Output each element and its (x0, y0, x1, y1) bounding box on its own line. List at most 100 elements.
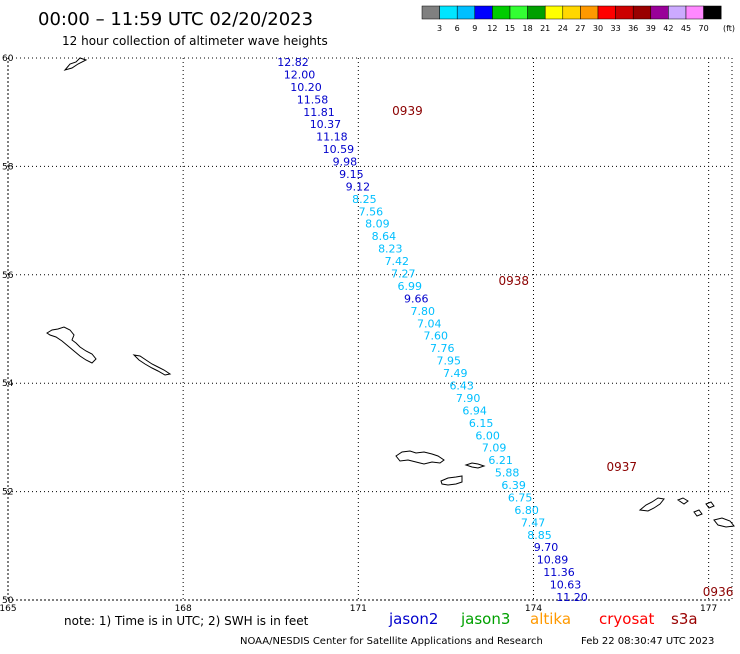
wave-height-value: 10.37 (310, 118, 342, 131)
legend-swatch (509, 5, 528, 20)
lon-tick-label: 171 (350, 604, 367, 614)
legend-label: 3 (437, 24, 442, 33)
legend-label: 15 (505, 24, 515, 33)
rat-islands (638, 497, 735, 528)
wave-height-value: 8.09 (365, 218, 390, 231)
legend-label: 36 (628, 24, 638, 33)
satellite-name: s3a (671, 610, 698, 628)
wave-height-value: 6.94 (462, 404, 487, 417)
wave-height-value: 9.98 (333, 156, 358, 169)
wave-height-value: 7.56 (359, 205, 384, 218)
legend-label: 21 (540, 24, 550, 33)
legend-label: 18 (523, 24, 533, 33)
lat-tick-label: 58 (2, 162, 14, 172)
satellite-legend: jason2 jason3 altika cryosat s3a (388, 610, 698, 628)
wave-height-value: 7.42 (385, 255, 410, 268)
footer-timestamp: Feb 22 08:30:47 UTC 2023 (581, 636, 714, 647)
lat-tick-label: 60 (2, 54, 14, 64)
wave-height-value: 8.64 (372, 230, 397, 243)
wave-height-value: 7.95 (436, 355, 461, 368)
lon-tick-label: 174 (525, 604, 542, 614)
legend-swatch (492, 5, 511, 20)
legend-swatch (456, 5, 476, 20)
legend-swatch (527, 5, 546, 20)
wave-height-value: 11.36 (543, 566, 575, 579)
wave-height-value: 7.09 (482, 442, 507, 455)
wave-height-value: 6.43 (449, 379, 474, 392)
pass-time-label: 0937 (606, 460, 637, 474)
axis-tick-labels: 165 168 171 174 177 50 52 54 56 58 60 (0, 54, 717, 614)
lon-tick-label: 168 (175, 604, 192, 614)
agattu-island (440, 475, 463, 486)
wave-height-value: 9.66 (404, 292, 429, 305)
pass-time-label: 0938 (498, 274, 529, 288)
legend-swatch (474, 5, 493, 20)
altimeter-track: 12.8212.0010.2011.5811.8110.3711.1810.59… (277, 56, 588, 604)
wave-height-value: 7.04 (417, 317, 442, 330)
wave-height-value: 7.60 (423, 330, 448, 343)
wave-height-value: 9.15 (339, 168, 364, 181)
wave-height-value: 12.82 (277, 56, 309, 69)
wave-height-value: 10.59 (323, 143, 355, 156)
attu-island (395, 450, 445, 465)
lon-tick-label: 177 (700, 604, 717, 614)
legend-swatch (668, 5, 687, 20)
legend-label: 42 (663, 24, 673, 33)
satellite-name: cryosat (599, 610, 654, 628)
legend-label: 6 (455, 24, 460, 33)
legend-swatch (650, 5, 669, 20)
legend-swatch (597, 5, 616, 20)
legend-label: 70 (699, 24, 709, 33)
wave-height-value: 7.27 (391, 268, 416, 281)
legend-label: 9 (472, 24, 477, 33)
medny-island (132, 354, 172, 376)
wave-height-value: 6.75 (508, 491, 533, 504)
wave-height-value: 11.58 (297, 93, 329, 106)
kamchatka-coast-fragment (63, 57, 88, 71)
lat-tick-label: 56 (2, 271, 14, 281)
wave-height-value: 5.88 (495, 467, 520, 480)
footer-note: note: 1) Time is in UTC; 2) SWH is in fe… (64, 614, 309, 628)
wave-height-value: 7.49 (443, 367, 468, 380)
lat-tick-label: 52 (2, 488, 13, 498)
legend-label: 39 (646, 24, 656, 33)
wave-height-value: 10.89 (537, 554, 569, 567)
wave-height-value: 7.80 (411, 305, 436, 318)
footer-credit: NOAA/NESDIS Center for Satellite Applica… (240, 636, 543, 647)
legend-label: 45 (681, 24, 691, 33)
color-legend: 3 6 9 12 15 18 21 24 27 30 33 36 39 42 45 70 (ft) (421, 5, 735, 33)
map-title: 00:00 – 11:59 UTC 02/20/2023 (38, 9, 313, 30)
coastlines (46, 57, 735, 528)
satellite-name: jason2 (388, 610, 438, 628)
wave-height-value: 11.18 (316, 131, 348, 144)
wave-height-value: 6.00 (475, 429, 500, 442)
legend-swatch (421, 5, 440, 20)
legend-swatch (580, 5, 599, 20)
wave-height-value: 6.21 (488, 454, 513, 467)
lon-tick-label: 165 (0, 604, 17, 614)
wave-height-value: 7.76 (430, 342, 455, 355)
legend-swatch (439, 5, 458, 20)
legend-label: 12 (487, 24, 497, 33)
pass-time-labels: 0939 0938 0937 0936 (392, 104, 733, 599)
legend-swatch (544, 5, 564, 20)
wave-height-value: 11.20 (556, 591, 588, 604)
wave-height-value: 12.00 (284, 68, 316, 81)
wave-height-value: 10.63 (550, 579, 582, 592)
wave-height-value: 11.81 (303, 106, 335, 119)
pass-time-label: 0939 (392, 104, 423, 118)
map-subtitle: 12 hour collection of altimeter wave hei… (62, 34, 328, 48)
map-frame (7, 57, 733, 601)
legend-unit: (ft) (723, 24, 735, 33)
wave-height-value: 6.39 (501, 479, 526, 492)
wave-height-value: 7.47 (521, 516, 546, 529)
lat-tick-label: 50 (2, 596, 14, 606)
pass-time-label: 0936 (703, 585, 734, 599)
wave-height-value: 9.70 (534, 541, 559, 554)
wave-height-value: 6.80 (514, 504, 539, 517)
legend-label: 30 (593, 24, 603, 33)
satellite-name: altika (530, 610, 571, 628)
lat-tick-label: 54 (2, 379, 14, 389)
wave-height-value: 9.12 (346, 180, 371, 193)
